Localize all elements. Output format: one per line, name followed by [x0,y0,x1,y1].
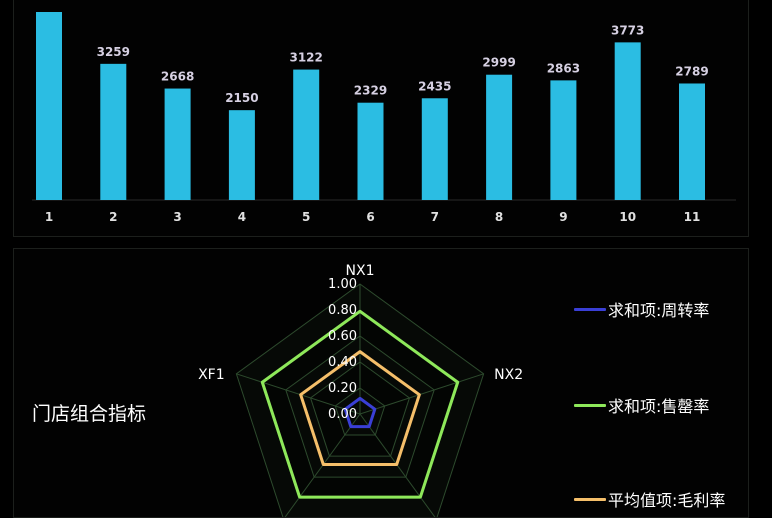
radar-tick-label: 0.00 [328,407,357,422]
legend-swatch-sellthrough [574,403,606,407]
bar[interactable] [486,74,513,200]
radar-indicator-label: XF1 [198,367,225,383]
x-tick-label: 3 [173,210,181,224]
legend-label-sellthrough: 求和项:售罄率 [608,397,710,416]
bar-data-label: 2999 [482,56,515,70]
bar-data-label: 2863 [547,61,580,75]
radar-series-line[interactable] [299,350,421,466]
x-tick-label: 6 [366,210,374,224]
x-tick-label: 11 [684,210,701,224]
x-tick-label: 2 [109,210,117,224]
bar[interactable] [614,42,641,201]
bar-data-label: 2435 [418,79,451,93]
radar-indicator-label: NX2 [494,367,523,383]
radar-spoke [284,413,361,517]
bar[interactable] [36,12,62,200]
bar[interactable] [679,83,705,200]
x-tick-label: 9 [559,210,567,224]
x-tick-label: 1 [45,210,53,224]
radar-tick-label: 0.20 [328,381,357,396]
legend-item-margin[interactable]: 平均值项:毛利率 [574,487,725,511]
legend-swatch-turnover [574,307,606,311]
legend-item-sellthrough[interactable]: 求和项:售罄率 [574,393,709,417]
bar-data-label: 2668 [161,70,194,84]
bar[interactable] [421,98,448,200]
bar-data-label: 3259 [97,45,130,59]
bar[interactable] [293,69,320,200]
bar[interactable] [550,80,577,200]
radar-chart: NX1 NX2 XF1 1.00 0.80 0.60 0.40 0.20 0.00 [198,263,523,517]
bar-chart: 1 3259 2 2668 3 2150 4 3122 5 2329 6 2435 7 2999 8 2863… [32,12,736,224]
legend-label-margin: 平均值项:毛利率 [608,491,726,510]
radar-title: 门店组合指标 [32,403,147,425]
bar[interactable] [100,63,127,200]
radar-series-line[interactable] [260,309,460,499]
legend-swatch-margin [574,497,606,501]
bar[interactable] [357,102,384,200]
legend-label-turnover: 求和项:周转率 [608,301,710,320]
radar-chart-panel: NX1 NX2 XF1 1.00 0.80 0.60 0.40 0.20 0.00 门店组合指标… [13,248,749,518]
bar-data-label: 3773 [611,23,644,37]
bar-data-label: 3122 [289,51,322,65]
bar-chart-panel: 1 3259 2 2668 3 2150 4 3122 5 2329 6 2435 7 2999 8 2863… [13,0,749,237]
x-tick-label: 4 [238,210,246,224]
radar-tick-label: 0.60 [328,329,357,344]
radar-indicator-label: NX1 [346,263,375,279]
radar-spoke [359,373,484,415]
bar[interactable] [228,110,255,200]
x-tick-label: 7 [431,210,439,224]
x-tick-label: 10 [619,210,636,224]
radar-series-line[interactable] [343,396,377,429]
radar-tick-label: 0.40 [328,355,357,370]
radar-tick-label: 0.80 [328,303,357,318]
bar-data-label: 2329 [354,84,387,98]
bar-data-label: 2150 [225,91,258,105]
x-tick-label: 5 [302,210,310,224]
radar-spoke [359,413,436,517]
bar[interactable] [164,88,191,200]
bar-data-label: 2789 [675,64,708,78]
legend-item-turnover[interactable]: 求和项:周转率 [574,297,709,321]
radar-spoke [236,373,361,415]
x-tick-label: 8 [495,210,503,224]
radar-tick-label: 1.00 [328,277,357,292]
